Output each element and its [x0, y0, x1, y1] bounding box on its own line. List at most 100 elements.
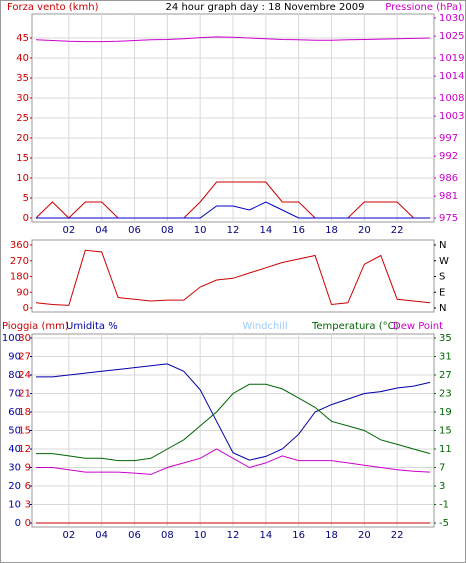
x-tick-label: 16	[292, 530, 305, 541]
y2-tick-label: 31	[439, 352, 452, 363]
y3-tick-label: 9	[25, 463, 31, 474]
y3-tick-label: 30	[18, 333, 31, 344]
y-tick-label: 5	[23, 193, 29, 204]
y-tick-label: 15	[16, 153, 29, 164]
x-tick-label: 12	[227, 225, 240, 236]
y3-tick-label: 3	[25, 500, 31, 511]
y-tick-label: 40	[16, 53, 29, 64]
y-tick-label: 180	[10, 272, 29, 283]
x-tick-label: 22	[391, 225, 404, 236]
y-tick-label: 80	[8, 370, 21, 381]
y2-tick-label: 3	[439, 481, 445, 492]
y3-tick-label: 27	[18, 352, 31, 363]
y3-tick-label: 24	[18, 370, 31, 381]
y2-tick-label: 1030	[439, 13, 464, 24]
y3-tick-label: 6	[25, 481, 31, 492]
y-tick-label: 90	[16, 287, 29, 298]
y2-tick-label: 986	[439, 173, 458, 184]
y3-tick-label: 12	[18, 444, 31, 455]
x-tick-label: 02	[62, 225, 75, 236]
windchill-label: Windchill	[242, 321, 287, 332]
x-tick-label: 14	[259, 225, 272, 236]
x-tick-label: 04	[95, 225, 108, 236]
x-tick-label: 14	[259, 530, 272, 541]
y-tick-label: 25	[16, 113, 29, 124]
y3-tick-label: 15	[18, 426, 31, 437]
x-tick-label: 16	[292, 225, 305, 236]
y3-tick-label: 0	[25, 518, 31, 529]
y2-tick-label: 997	[439, 133, 458, 144]
y-tick-label: 90	[8, 352, 21, 363]
y2-tick-label: 35	[439, 333, 452, 344]
y-tick-label: 20	[16, 133, 29, 144]
x-tick-label: 20	[358, 225, 371, 236]
y2-tick-label: 27	[439, 370, 452, 381]
x-tick-label: 06	[128, 225, 141, 236]
series-line	[36, 383, 431, 462]
x-tick-label: 02	[62, 530, 75, 541]
y2-tick-label: S	[439, 272, 445, 283]
wind-axis-label: Forza vento (kmh)	[7, 2, 99, 13]
y2-tick-label: 981	[439, 191, 458, 202]
y-tick-label: 0	[23, 213, 29, 224]
dewpoint-label: Dew Point	[393, 321, 443, 332]
y2-tick-label: 1014	[439, 71, 464, 82]
y2-tick-label: 1003	[439, 111, 464, 122]
y2-tick-label: E	[439, 287, 445, 298]
y-tick-label: 20	[8, 481, 21, 492]
y-tick-label: 30	[8, 463, 21, 474]
x-tick-label: 10	[194, 225, 207, 236]
temperature-axis-label: Temperatura (°C)	[311, 321, 399, 332]
y2-tick-label: 15	[439, 426, 452, 437]
y2-tick-label: 975	[439, 213, 458, 224]
y-tick-label: 360	[10, 240, 29, 251]
y2-tick-label: 19	[439, 407, 452, 418]
y-tick-label: 10	[8, 500, 21, 511]
y2-tick-label: N	[439, 240, 446, 251]
y-tick-label: 60	[8, 407, 21, 418]
pressure-axis-label: Pressione (hPa)	[385, 2, 462, 13]
y-tick-label: 35	[16, 73, 29, 84]
y2-tick-label: 11	[439, 444, 452, 455]
x-tick-label: 04	[95, 530, 108, 541]
x-tick-label: 20	[358, 530, 371, 541]
y-tick-label: 10	[16, 173, 29, 184]
rain-axis-label: Pioggia (mm)	[2, 321, 69, 332]
series-line	[35, 249, 431, 306]
y3-tick-label: 18	[18, 407, 31, 418]
y-tick-label: 100	[2, 333, 21, 344]
y-tick-label: 70	[8, 389, 21, 400]
y-tick-label: 50	[8, 426, 21, 437]
chart-title: 24 hour graph day : 18 Novembre 2009	[166, 2, 365, 13]
y-tick-label: 30	[16, 93, 29, 104]
y2-tick-label: W	[439, 256, 449, 267]
x-tick-label: 22	[391, 530, 404, 541]
y-tick-label: 0	[15, 518, 21, 529]
y2-tick-label: 23	[439, 389, 452, 400]
y-tick-label: 0	[23, 303, 29, 314]
y2-tick-label: 992	[439, 151, 458, 162]
x-tick-label: 12	[227, 530, 240, 541]
y3-tick-label: 21	[18, 389, 31, 400]
x-tick-label: 08	[161, 530, 174, 541]
series-line	[36, 363, 431, 461]
y2-tick-label: -1	[439, 500, 449, 511]
x-tick-label: 08	[161, 225, 174, 236]
series-line	[35, 36, 431, 43]
y2-tick-label: N	[439, 303, 446, 314]
y2-tick-label: 1008	[439, 93, 464, 104]
series-line	[36, 201, 430, 219]
series-line	[36, 448, 431, 475]
y-tick-label: 40	[8, 444, 21, 455]
series-line	[35, 181, 430, 219]
x-tick-label: 18	[325, 225, 338, 236]
y2-tick-label: 1019	[439, 53, 464, 64]
humidity-axis-label: Umidita %	[66, 321, 118, 332]
y2-tick-label: 1025	[439, 31, 464, 42]
x-tick-label: 10	[194, 530, 207, 541]
y-tick-label: 45	[16, 33, 29, 44]
x-tick-label: 18	[325, 530, 338, 541]
y-tick-label: 270	[10, 256, 29, 267]
y2-tick-label: 7	[439, 463, 445, 474]
